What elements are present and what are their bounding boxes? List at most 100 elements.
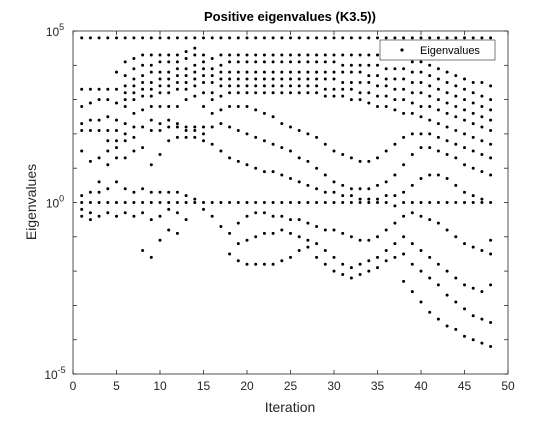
data-point <box>489 36 492 39</box>
data-point <box>237 60 240 63</box>
data-point <box>159 71 162 74</box>
data-point <box>202 81 205 84</box>
data-point <box>150 119 153 122</box>
data-point <box>472 314 475 317</box>
data-point <box>124 132 127 135</box>
x-tick-label: 5 <box>113 379 120 393</box>
data-point <box>202 74 205 77</box>
x-tick-label: 50 <box>501 379 515 393</box>
data-point <box>393 222 396 225</box>
data-point <box>315 36 318 39</box>
x-tick-label: 35 <box>371 379 385 393</box>
data-point <box>106 163 109 166</box>
data-point <box>411 201 414 204</box>
data-point <box>437 36 440 39</box>
data-point <box>272 170 275 173</box>
data-point <box>124 156 127 159</box>
data-point <box>272 215 275 218</box>
data-point <box>280 84 283 87</box>
data-point <box>411 211 414 214</box>
data-point <box>272 84 275 87</box>
data-point <box>306 246 309 249</box>
data-point <box>393 108 396 111</box>
data-point <box>289 84 292 87</box>
data-point <box>306 184 309 187</box>
data-point <box>263 201 266 204</box>
data-point <box>306 71 309 74</box>
data-point <box>185 194 188 197</box>
data-point <box>454 156 457 159</box>
data-point <box>167 54 170 57</box>
data-point <box>272 91 275 94</box>
data-point <box>428 84 431 87</box>
data-point <box>350 54 353 57</box>
data-point <box>437 67 440 70</box>
data-point <box>89 201 92 204</box>
data-point <box>176 201 179 204</box>
data-point <box>359 263 362 266</box>
data-point <box>211 126 214 129</box>
data-point <box>124 36 127 39</box>
data-point <box>228 91 231 94</box>
data-point <box>350 156 353 159</box>
data-point <box>298 78 301 81</box>
data-point <box>80 122 83 125</box>
data-point <box>124 187 127 190</box>
data-point <box>306 201 309 204</box>
data-point <box>219 78 222 81</box>
data-point <box>289 218 292 221</box>
data-point <box>193 54 196 57</box>
data-point <box>463 132 466 135</box>
data-point <box>298 84 301 87</box>
data-point <box>185 88 188 91</box>
data-point <box>80 105 83 108</box>
data-point <box>228 232 231 235</box>
data-point <box>289 177 292 180</box>
data-point <box>446 294 449 297</box>
data-point <box>420 300 423 303</box>
data-point <box>350 187 353 190</box>
data-point <box>359 91 362 94</box>
data-point <box>280 54 283 57</box>
data-point <box>202 60 205 63</box>
data-point <box>446 270 449 273</box>
data-point <box>124 105 127 108</box>
data-point <box>489 143 492 146</box>
data-point <box>428 174 431 177</box>
data-point <box>446 81 449 84</box>
data-point <box>367 198 370 201</box>
data-point <box>428 64 431 67</box>
data-point <box>89 88 92 91</box>
data-point <box>141 211 144 214</box>
legend: Eigenvalues <box>380 40 495 60</box>
data-point <box>385 259 388 262</box>
data-point <box>315 187 318 190</box>
data-point <box>333 201 336 204</box>
data-point <box>324 228 327 231</box>
data-point <box>289 126 292 129</box>
data-point <box>463 201 466 204</box>
data-point <box>150 163 153 166</box>
data-point <box>167 119 170 122</box>
data-point <box>115 201 118 204</box>
data-point <box>367 102 370 105</box>
data-point <box>350 81 353 84</box>
data-point <box>246 78 249 81</box>
data-point <box>454 201 457 204</box>
data-point <box>141 187 144 190</box>
data-point <box>272 263 275 266</box>
data-point <box>420 105 423 108</box>
data-point <box>420 60 423 63</box>
data-point <box>254 78 257 81</box>
data-point <box>106 150 109 153</box>
data-point <box>246 36 249 39</box>
data-point <box>367 54 370 57</box>
data-point <box>385 249 388 252</box>
data-point <box>289 256 292 259</box>
data-point <box>402 98 405 101</box>
data-point <box>193 36 196 39</box>
data-point <box>393 256 396 259</box>
data-point <box>298 235 301 238</box>
data-point <box>359 71 362 74</box>
data-point <box>176 232 179 235</box>
